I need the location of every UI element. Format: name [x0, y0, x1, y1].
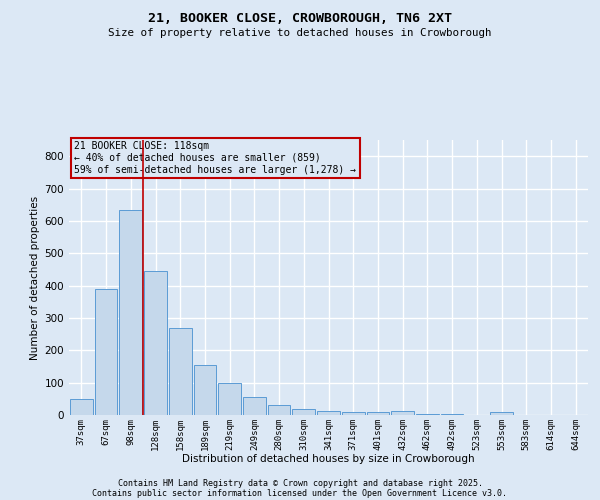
Text: 21 BOOKER CLOSE: 118sqm
← 40% of detached houses are smaller (859)
59% of semi-d: 21 BOOKER CLOSE: 118sqm ← 40% of detache…: [74, 142, 356, 174]
Bar: [367, 412, 389, 415]
Bar: [194, 365, 216, 415]
Bar: [292, 408, 315, 415]
X-axis label: Distribution of detached houses by size in Crowborough: Distribution of detached houses by size …: [182, 454, 475, 464]
Text: Size of property relative to detached houses in Crowborough: Size of property relative to detached ho…: [108, 28, 492, 38]
Bar: [119, 210, 142, 415]
Text: Contains HM Land Registry data © Crown copyright and database right 2025.: Contains HM Land Registry data © Crown c…: [118, 478, 482, 488]
Bar: [169, 328, 191, 415]
Text: 21, BOOKER CLOSE, CROWBOROUGH, TN6 2XT: 21, BOOKER CLOSE, CROWBOROUGH, TN6 2XT: [148, 12, 452, 26]
Y-axis label: Number of detached properties: Number of detached properties: [31, 196, 40, 360]
Bar: [268, 406, 290, 415]
Bar: [441, 414, 463, 415]
Bar: [70, 399, 93, 415]
Text: Contains public sector information licensed under the Open Government Licence v3: Contains public sector information licen…: [92, 488, 508, 498]
Bar: [342, 412, 365, 415]
Bar: [144, 271, 167, 415]
Bar: [243, 396, 266, 415]
Bar: [490, 412, 513, 415]
Bar: [218, 382, 241, 415]
Bar: [317, 411, 340, 415]
Bar: [416, 414, 439, 415]
Bar: [95, 289, 118, 415]
Bar: [391, 411, 414, 415]
